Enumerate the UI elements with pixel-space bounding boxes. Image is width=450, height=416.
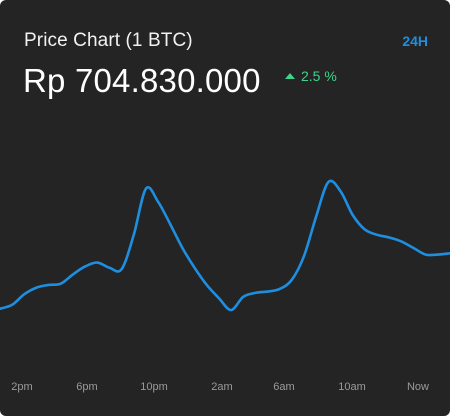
triangle-up-icon	[285, 73, 295, 79]
x-tick-label: 2pm	[11, 381, 33, 393]
x-tick-label: 10pm	[140, 381, 168, 393]
price-change-value: 2.5 %	[301, 68, 337, 84]
x-tick-label: 6am	[273, 381, 295, 393]
chart-title: Price Chart (1 BTC)	[24, 30, 193, 51]
x-tick-label: 6pm	[76, 381, 98, 393]
price-series-line	[0, 179, 450, 312]
price-change-badge: 2.5 %	[285, 68, 337, 84]
x-tick-label: 2am	[211, 381, 233, 393]
current-price: Rp 704.830.000	[23, 62, 261, 99]
x-tick-label: 10am	[338, 381, 366, 393]
x-tick-label: Now	[406, 381, 430, 393]
range-24h-tab[interactable]: 24H	[402, 33, 428, 49]
